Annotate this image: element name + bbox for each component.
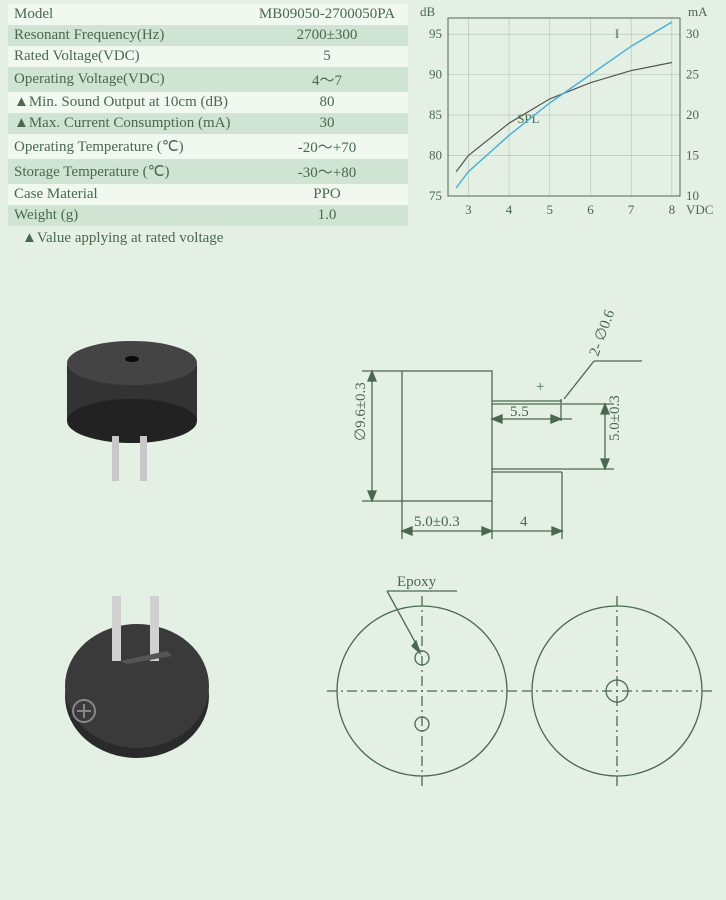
spec-label: Resonant Frequency(Hz) (8, 25, 246, 46)
performance-chart: 34567875808590951015202530dBmAVDCSPLI (408, 4, 718, 251)
svg-text:10: 10 (686, 188, 699, 203)
svg-text:3: 3 (465, 202, 472, 217)
spec-label: Weight (g) (8, 205, 246, 226)
svg-text:80: 80 (429, 148, 442, 163)
spec-note: ▲Value applying at rated voltage (8, 226, 408, 251)
spec-value: -20～+70 (246, 134, 408, 159)
svg-text:VDC: VDC (686, 202, 713, 217)
spec-value: 30 (246, 113, 408, 134)
svg-text:7: 7 (628, 202, 635, 217)
spec-value: MB09050-2700050PA (246, 4, 408, 25)
svg-text:Epoxy: Epoxy (397, 574, 437, 590)
svg-text:8: 8 (669, 202, 676, 217)
spec-label: ▲Min. Sound Output at 10cm (dB) (8, 92, 246, 113)
svg-text:20: 20 (686, 107, 699, 122)
mechanical-drawing: ∅9.6±0.3 5.0±0.3 4 5.5 5.0±0.3 2- ∅0.6 + (302, 291, 722, 821)
svg-text:30: 30 (686, 26, 699, 41)
spec-label: Rated Voltage(VDC) (8, 46, 246, 67)
spec-label: Model (8, 4, 246, 25)
product-photos (12, 291, 272, 821)
spec-value: 5 (246, 46, 408, 67)
spec-value: 80 (246, 92, 408, 113)
svg-text:+: + (536, 379, 544, 395)
spec-label: Storage Temperature (℃) (8, 159, 246, 184)
spec-value: 2700±300 (246, 25, 408, 46)
svg-text:4: 4 (520, 514, 528, 530)
spec-value: PPO (246, 184, 408, 205)
svg-text:75: 75 (429, 188, 442, 203)
svg-text:5.0±0.3: 5.0±0.3 (607, 395, 623, 441)
svg-text:dB: dB (420, 4, 436, 19)
svg-text:2- ∅0.6: 2- ∅0.6 (587, 307, 619, 358)
svg-text:∅9.6±0.3: ∅9.6±0.3 (353, 382, 369, 441)
spec-value: -30～+80 (246, 159, 408, 184)
spec-table: ModelMB09050-2700050PA Resonant Frequenc… (8, 4, 408, 226)
svg-text:15: 15 (686, 148, 699, 163)
spec-label: ▲Max. Current Consumption (mA) (8, 113, 246, 134)
svg-text:5: 5 (547, 202, 554, 217)
spec-value: 4～7 (246, 67, 408, 92)
svg-text:5.0±0.3: 5.0±0.3 (414, 514, 460, 530)
svg-text:mA: mA (688, 4, 708, 19)
spec-value: 1.0 (246, 205, 408, 226)
svg-text:85: 85 (429, 107, 442, 122)
svg-text:4: 4 (506, 202, 513, 217)
svg-text:6: 6 (587, 202, 594, 217)
svg-text:5.5: 5.5 (510, 404, 529, 420)
spec-label: Case Material (8, 184, 246, 205)
svg-text:I: I (615, 26, 619, 41)
svg-text:25: 25 (686, 67, 699, 82)
svg-text:90: 90 (429, 67, 442, 82)
spec-label: Operating Voltage(VDC) (8, 67, 246, 92)
svg-text:95: 95 (429, 26, 442, 41)
spec-label: Operating Temperature (℃) (8, 134, 246, 159)
